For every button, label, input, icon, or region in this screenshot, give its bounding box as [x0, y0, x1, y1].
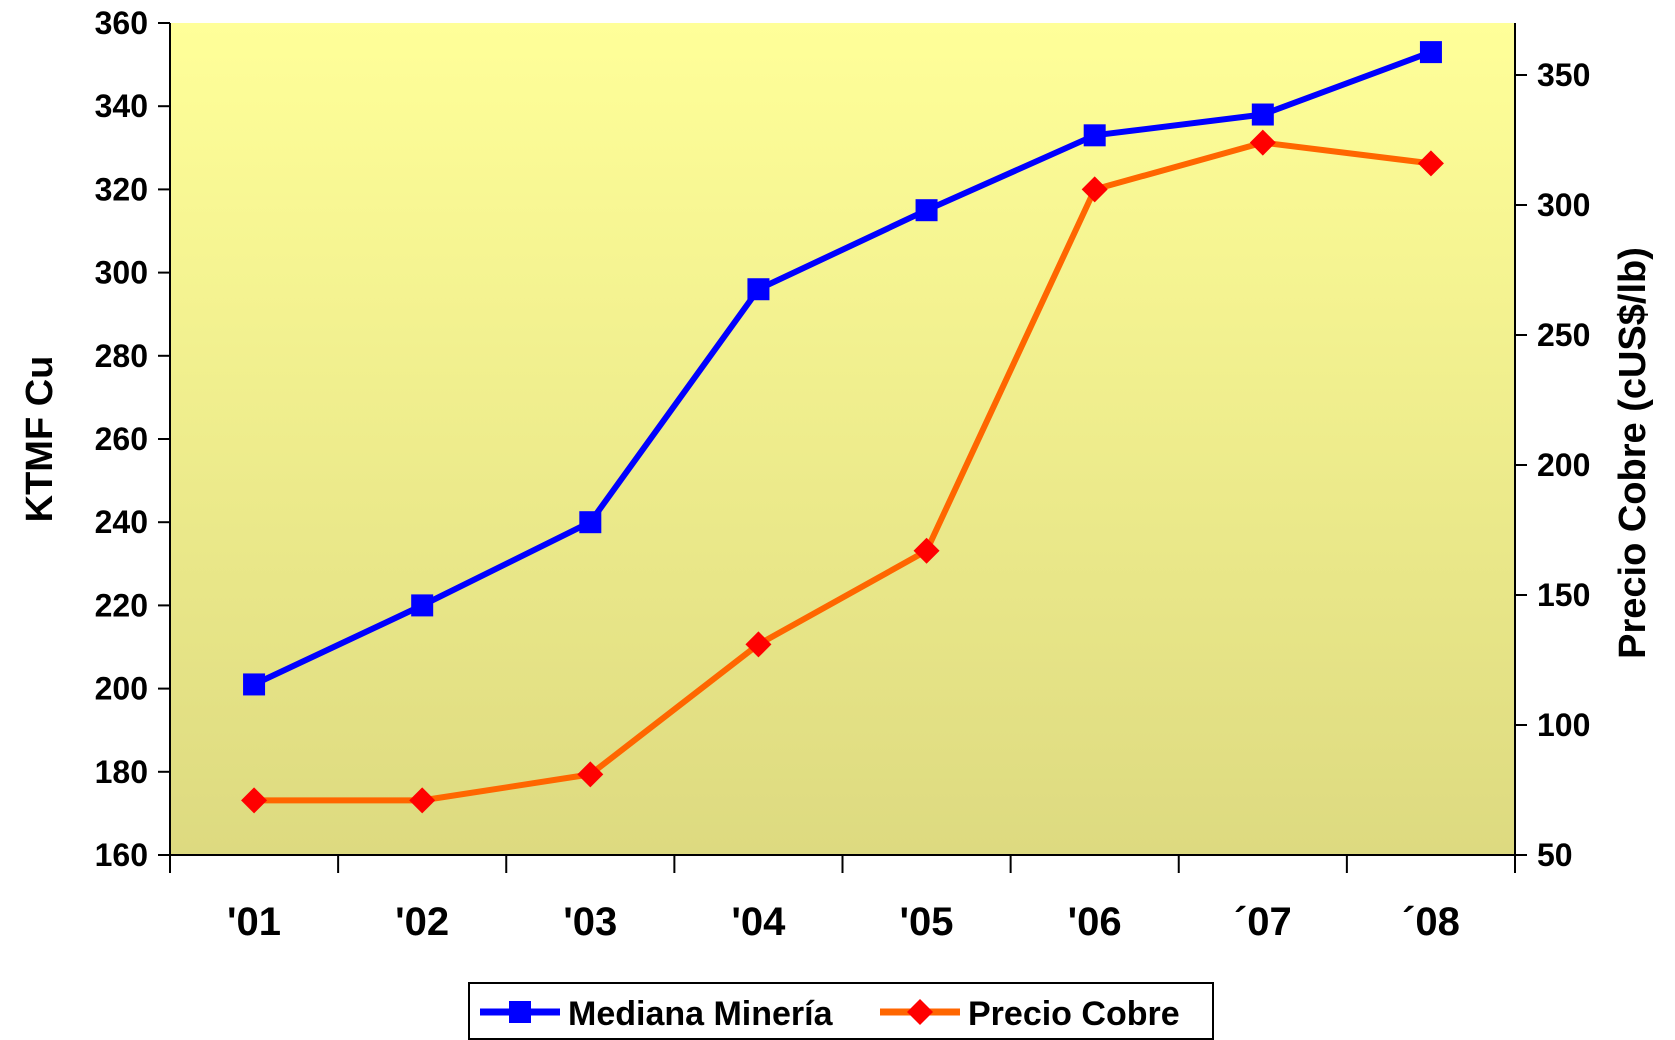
x-tick-label: '04	[731, 900, 786, 944]
x-tick-label: '06	[1068, 900, 1122, 944]
left-tick-label: 200	[95, 671, 148, 707]
data-point-precio-cobre	[577, 761, 604, 788]
x-tick-label: '03	[563, 900, 617, 944]
left-tick-label: 340	[95, 88, 148, 124]
x-tick-label: '02	[395, 900, 449, 944]
right-tick-label: 300	[1537, 187, 1590, 223]
right-tick-label: 200	[1537, 447, 1590, 483]
data-point-mediana-mineria	[1419, 41, 1442, 64]
x-tick-label: ´08	[1402, 900, 1460, 944]
plot-area	[170, 23, 1515, 855]
data-point-mediana-mineria	[243, 673, 266, 696]
data-point-mediana-mineria	[1251, 103, 1274, 126]
data-point-mediana-mineria	[1083, 124, 1106, 147]
series-line-mediana-mineria	[252, 49, 1432, 688]
data-point-precio-cobre	[1081, 176, 1108, 203]
legend-item-mediana-mineria: Mediana Minería	[480, 995, 834, 1033]
data-point-precio-cobre	[913, 537, 940, 564]
legend-item-precio-cobre: Precio Cobre	[880, 995, 1180, 1033]
data-point-mediana-mineria	[579, 511, 602, 534]
series-layer	[241, 41, 1444, 814]
right-tick-label: 150	[1537, 577, 1590, 613]
data-point-mediana-mineria	[411, 594, 434, 617]
left-tick-label: 300	[95, 255, 148, 291]
left-tick-label: 280	[95, 338, 148, 374]
legend-marker-diamond-icon	[907, 999, 933, 1025]
right-tick-label: 350	[1537, 57, 1590, 93]
left-tick-label: 260	[95, 421, 148, 457]
data-point-precio-cobre	[241, 787, 268, 814]
right-tick-label: 250	[1537, 317, 1590, 353]
left-tick-label: 160	[95, 837, 148, 873]
legend: Mediana Minería Precio Cobre	[468, 982, 1214, 1040]
data-point-precio-cobre	[1417, 150, 1444, 177]
legend-label-precio-cobre: Precio Cobre	[968, 995, 1180, 1033]
data-point-precio-cobre	[745, 631, 772, 658]
legend-label-mediana-mineria: Mediana Minería	[568, 995, 834, 1033]
left-tick-label: 360	[95, 5, 148, 41]
series-line-precio-cobre	[254, 139, 1432, 804]
right-y-axis: 50 100 150 200 250 300 350	[1514, 23, 1590, 873]
data-point-mediana-mineria	[915, 199, 938, 222]
legend-box	[468, 982, 1214, 1040]
left-tick-label: 220	[95, 587, 148, 623]
left-tick-label: 320	[95, 171, 148, 207]
x-tick-label: '05	[900, 900, 954, 944]
left-y-axis: 160 180 200 220 240 260 280 300 320 340 360	[95, 5, 171, 873]
data-point-mediana-mineria	[747, 278, 770, 301]
right-tick-label: 50	[1537, 837, 1573, 873]
left-axis-title: KTMF Cu	[19, 356, 61, 523]
legend-marker-square-icon	[509, 1001, 531, 1023]
data-point-precio-cobre	[409, 787, 436, 814]
x-tick-label: ´07	[1234, 900, 1292, 944]
right-tick-label: 100	[1537, 707, 1590, 743]
data-point-precio-cobre	[1249, 129, 1276, 156]
right-axis-title: Precio Cobre (cUS$/lb)	[1612, 247, 1654, 659]
x-axis: '01 '02 '03 '04 '05 '06 ´07 ´08	[169, 854, 1516, 944]
left-tick-label: 240	[95, 504, 148, 540]
left-tick-label: 180	[95, 754, 148, 790]
x-tick-label: '01	[227, 900, 281, 944]
